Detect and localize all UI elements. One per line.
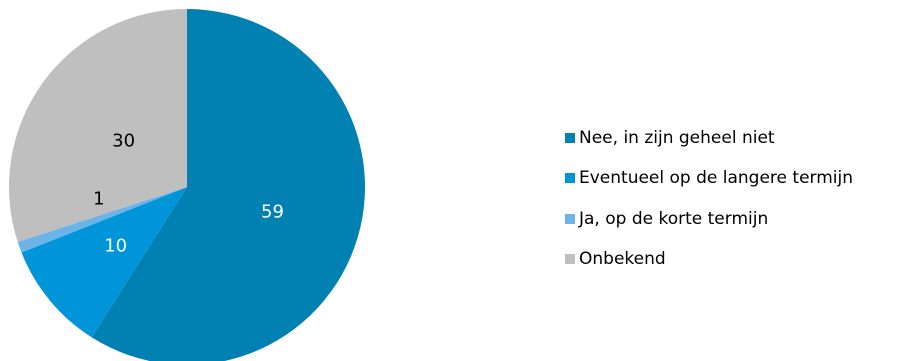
data-label-3: 1 [93,189,104,210]
legend-swatch-4 [565,254,575,265]
data-label-1: 59 [261,201,284,222]
pie-slice-1 [91,9,365,361]
legend-item-4: Onbekend [565,239,853,279]
pie-data-labels: 59 10 1 30 [93,130,284,256]
legend-label-3: Ja, op de korte termijn [579,208,769,229]
data-label-4: 30 [112,130,135,151]
data-label-2: 10 [104,235,127,256]
legend-item-2: Eventueel op de langere termijn [565,158,853,198]
legend-label-4: Onbekend [579,249,666,270]
legend-item-1: Nee, in zijn geheel niet [565,118,853,158]
legend-swatch-3 [565,213,575,224]
legend-label-2: Eventueel op de langere termijn [579,168,854,189]
legend-label-1: Nee, in zijn geheel niet [579,128,775,149]
legend-swatch-1 [565,133,575,144]
pie-slice-3 [17,187,187,253]
chart-legend: Nee, in zijn geheel niet Eventueel op de … [565,118,853,279]
pie-slices [8,9,365,361]
pie-slice-2 [21,187,187,338]
legend-item-3: Ja, op de korte termijn [565,199,853,239]
legend-swatch-2 [565,173,575,184]
pie-slice-4 [8,9,188,243]
